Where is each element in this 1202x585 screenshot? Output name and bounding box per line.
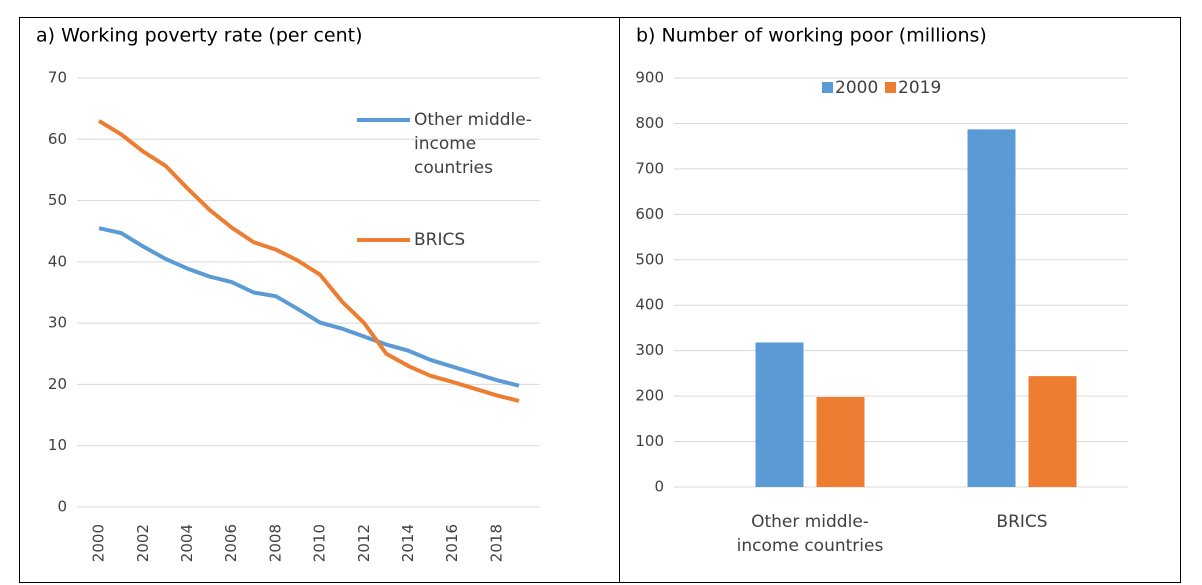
y-tick-label: 700 (635, 159, 664, 177)
x-tick-label: 2016 (443, 524, 461, 562)
bar (816, 397, 865, 487)
chart-title: b) Number of working poor (millions) (636, 25, 987, 47)
legend-swatch (885, 82, 896, 93)
x-tick-label: 2012 (355, 524, 373, 562)
x-tick-label: 2018 (487, 524, 505, 562)
bar (967, 129, 1016, 487)
line (98, 226, 520, 388)
y-tick-label: 600 (635, 205, 664, 223)
y-tick-label: 10 (48, 436, 67, 454)
bar (755, 342, 804, 487)
y-tick-label: 60 (48, 130, 67, 148)
line (98, 119, 520, 403)
legend-label: Other middle-income countries (414, 110, 532, 178)
y-tick-label: 200 (635, 387, 664, 405)
legend-label: 2019 (898, 78, 941, 98)
y-tick-label: 400 (635, 296, 664, 314)
y-tick-label: 300 (635, 341, 664, 359)
legend-swatch (822, 82, 833, 93)
y-tick-label: 800 (635, 114, 664, 132)
x-tick-label: 2006 (222, 524, 240, 562)
y-tick-label: 0 (57, 498, 67, 516)
x-tick-label: 2004 (178, 524, 196, 562)
y-tick-label: 30 (48, 314, 67, 332)
x-tick-label: BRICS (996, 512, 1048, 532)
y-tick-label: 100 (635, 432, 664, 450)
x-tick-label: 2008 (266, 524, 284, 562)
x-tick-label: 2000 (90, 524, 108, 562)
y-tick-label: 70 (48, 69, 67, 87)
legend-label: 2000 (835, 78, 878, 98)
y-tick-label: 500 (635, 250, 664, 268)
legend-label: BRICS (414, 230, 466, 250)
x-tick-label: 2014 (399, 524, 417, 562)
y-tick-label: 40 (48, 252, 67, 270)
y-tick-label: 900 (635, 69, 664, 87)
y-tick-label: 20 (48, 375, 67, 393)
bar (1028, 376, 1077, 487)
y-tick-label: 50 (48, 191, 67, 209)
x-tick-label: Other middle-income countries (736, 512, 884, 556)
frame (19, 17, 1181, 583)
x-tick-label: 2002 (134, 524, 152, 562)
y-tick-label: 0 (654, 478, 664, 496)
chart-title: a) Working poverty rate (per cent) (36, 25, 362, 47)
x-tick-label: 2010 (311, 524, 329, 562)
